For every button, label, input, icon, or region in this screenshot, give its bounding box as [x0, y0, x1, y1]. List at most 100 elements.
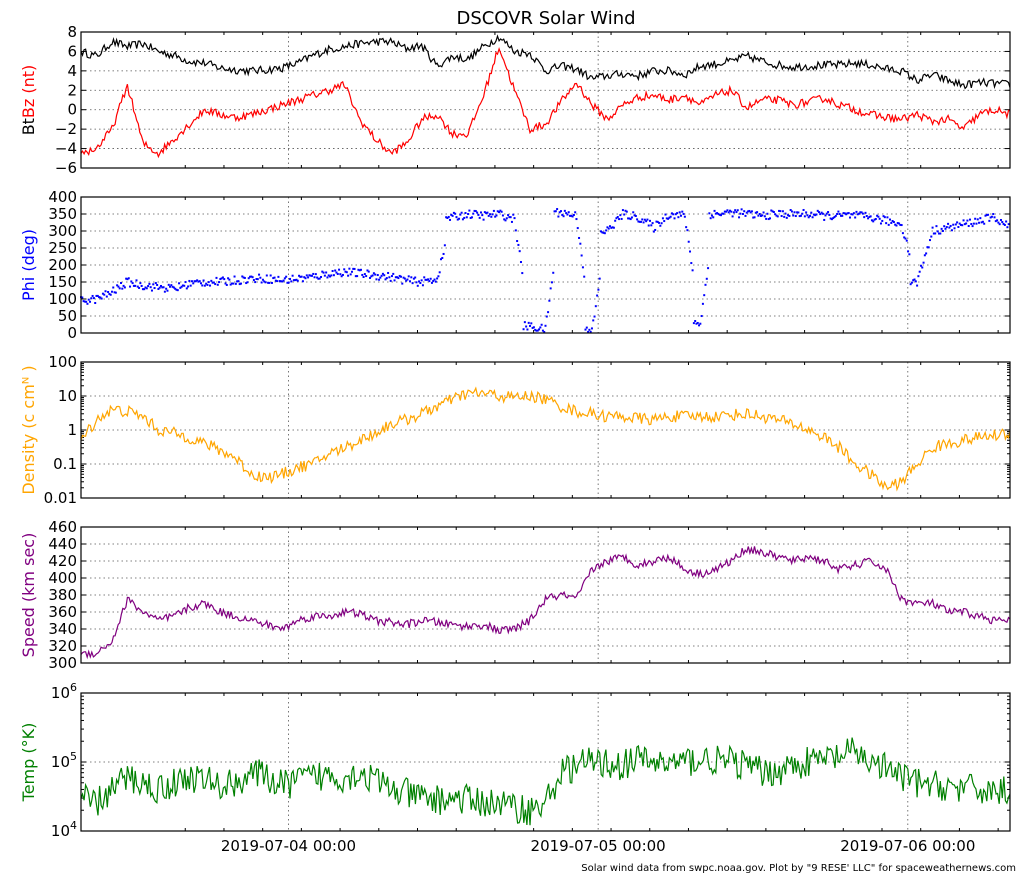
- data-point: [872, 220, 875, 223]
- data-point: [403, 277, 406, 280]
- data-point: [901, 232, 904, 235]
- data-point: [416, 284, 419, 287]
- data-point: [988, 219, 991, 222]
- data-point: [612, 226, 615, 229]
- data-point: [277, 275, 280, 278]
- data-point: [716, 212, 719, 215]
- data-point: [934, 232, 937, 235]
- data-point: [547, 311, 550, 314]
- data-point: [596, 294, 599, 297]
- data-point: [118, 287, 121, 290]
- data-point: [729, 209, 732, 212]
- data-point: [578, 236, 581, 239]
- data-point: [236, 280, 239, 283]
- series-1-line: [80, 546, 1011, 660]
- data-point: [265, 274, 268, 277]
- data-point: [534, 328, 537, 331]
- data-point: [672, 213, 675, 216]
- data-point: [624, 209, 627, 212]
- data-point: [185, 287, 188, 290]
- data-point: [614, 219, 617, 222]
- data-point: [744, 214, 747, 217]
- data-point: [158, 286, 161, 289]
- data-point: [387, 271, 390, 274]
- data-point: [579, 242, 582, 245]
- y-tick-label: 340: [48, 620, 77, 638]
- data-point: [439, 258, 442, 261]
- data-point: [184, 281, 187, 284]
- data-point: [636, 218, 639, 221]
- data-point: [788, 214, 791, 217]
- data-point: [762, 211, 765, 214]
- data-point: [953, 227, 956, 230]
- y-axis-label-part: Phi (deg): [19, 229, 38, 301]
- data-point: [980, 221, 983, 224]
- data-point: [990, 215, 993, 218]
- data-point: [836, 212, 839, 215]
- y-tick-label: −6: [55, 159, 77, 177]
- data-point: [616, 216, 619, 219]
- y-tick-label: 440: [48, 535, 77, 553]
- data-point: [576, 227, 579, 230]
- data-point: [366, 269, 369, 272]
- data-point: [198, 280, 201, 283]
- panel-frame: [80, 361, 1011, 499]
- data-point: [201, 284, 204, 287]
- data-point: [993, 216, 996, 219]
- data-point: [437, 275, 440, 278]
- data-point: [202, 279, 205, 282]
- data-point: [305, 274, 308, 277]
- data-point: [353, 267, 356, 270]
- data-point: [710, 214, 713, 217]
- data-point: [136, 285, 139, 288]
- data-point: [94, 302, 97, 305]
- data-point: [898, 222, 901, 225]
- data-point: [910, 281, 913, 284]
- data-point: [114, 291, 117, 294]
- data-point: [834, 214, 837, 217]
- data-point: [331, 270, 334, 273]
- data-point: [516, 240, 519, 243]
- data-point: [643, 218, 646, 221]
- data-point: [996, 219, 999, 222]
- data-point: [174, 287, 177, 290]
- data-point: [349, 273, 352, 276]
- data-point: [500, 210, 503, 213]
- data-point: [239, 282, 242, 285]
- data-point: [86, 302, 89, 305]
- data-point: [678, 211, 681, 214]
- data-point: [467, 213, 470, 216]
- data-point: [938, 232, 941, 235]
- data-point: [318, 277, 321, 280]
- data-point: [929, 239, 932, 242]
- data-point: [963, 223, 966, 226]
- data-point: [943, 225, 946, 228]
- data-point: [783, 215, 786, 218]
- data-point: [139, 282, 142, 285]
- data-point: [784, 212, 787, 215]
- data-point: [243, 276, 246, 279]
- data-point: [361, 273, 364, 276]
- data-point: [336, 272, 339, 275]
- data-point: [414, 276, 417, 279]
- data-point: [816, 209, 819, 212]
- data-point: [663, 220, 666, 223]
- data-point: [794, 215, 797, 218]
- data-point: [227, 277, 230, 280]
- data-point: [704, 283, 707, 286]
- data-point: [655, 220, 658, 223]
- data-point: [947, 222, 950, 225]
- data-point: [609, 225, 612, 228]
- panel-5: 104 105 106 Temp (°K) 2019-07-04 00:00 2019-0…: [19, 681, 1011, 855]
- data-point: [399, 275, 402, 278]
- data-point: [499, 209, 502, 212]
- data-point: [429, 277, 432, 280]
- data-point: [538, 328, 541, 331]
- data-point: [432, 279, 435, 282]
- data-point: [759, 214, 762, 217]
- series-1-line: [80, 386, 1011, 492]
- data-point: [474, 210, 477, 213]
- data-point: [763, 215, 766, 218]
- data-point: [909, 283, 912, 286]
